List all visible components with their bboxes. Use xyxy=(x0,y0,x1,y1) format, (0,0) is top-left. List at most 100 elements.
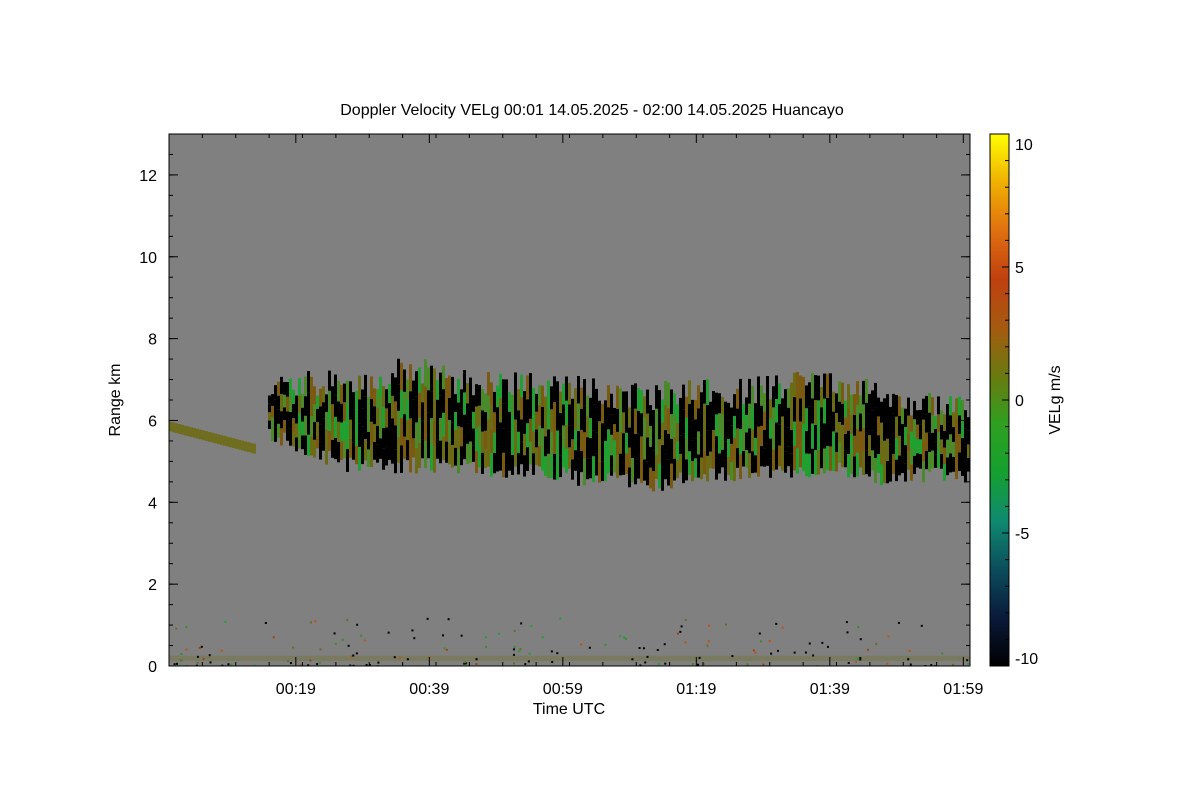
cloud-streak xyxy=(460,408,463,428)
clutter-pixel xyxy=(512,662,515,665)
cloud-streak xyxy=(217,434,220,445)
cloud-streak xyxy=(508,392,511,412)
cloud-streak xyxy=(409,445,412,473)
clutter-pixel xyxy=(365,663,368,666)
clutter-pixel xyxy=(638,647,641,650)
cloud-streak xyxy=(493,391,496,413)
cloud-streak xyxy=(814,425,817,451)
clutter-pixel xyxy=(821,641,824,644)
cloud-streak xyxy=(415,396,418,423)
cloud-streak xyxy=(916,424,919,439)
cloud-streak xyxy=(577,458,580,486)
cloud-streak xyxy=(556,430,559,456)
cloud-streak xyxy=(523,455,526,477)
cloud-streak xyxy=(508,451,511,471)
cloud-streak xyxy=(685,417,688,439)
cloud-streak xyxy=(430,391,433,419)
clutter-pixel xyxy=(752,649,755,652)
cloud-streak xyxy=(958,452,961,472)
cloud-streak xyxy=(499,446,502,471)
cloud-streak xyxy=(640,436,643,460)
clutter-pixel xyxy=(528,652,531,655)
cloud-streak xyxy=(526,399,529,424)
cloud-streak xyxy=(520,441,523,465)
cloud-streak xyxy=(682,384,685,410)
cloud-streak xyxy=(712,449,715,469)
clutter-pixel xyxy=(966,659,969,662)
cloud-streak xyxy=(808,453,811,478)
cloud-streak xyxy=(580,429,583,452)
cloud-streak xyxy=(751,451,754,474)
cloud-streak xyxy=(763,429,766,449)
cloud-streak xyxy=(361,389,364,409)
cloud-streak xyxy=(730,461,733,481)
cloud-streak xyxy=(928,392,931,413)
cloud-streak xyxy=(574,408,577,430)
clutter-pixel xyxy=(556,652,559,655)
cloud-streak xyxy=(742,450,745,467)
cloud-streak xyxy=(622,454,625,475)
cloud-streak xyxy=(682,458,685,484)
colorbar-tick-label: 0 xyxy=(1015,393,1024,410)
x-tick-label: 01:19 xyxy=(676,681,716,698)
cloud-streak xyxy=(688,403,691,428)
cloud-streak xyxy=(274,385,277,400)
cloud-streak xyxy=(562,425,565,447)
cloud-streak xyxy=(673,393,676,416)
cloud-streak xyxy=(481,389,484,411)
cloud-streak xyxy=(775,446,778,470)
cloud-streak xyxy=(229,437,232,448)
cloud-streak xyxy=(526,375,529,400)
x-tick-label: 00:59 xyxy=(543,681,583,698)
cloud-streak xyxy=(868,455,871,477)
cloud-streak xyxy=(697,385,700,409)
clutter-pixel xyxy=(175,662,178,665)
cloud-streak xyxy=(907,415,910,434)
clutter-pixel xyxy=(140,638,142,640)
clutter-pixel xyxy=(793,651,796,654)
cloud-streak xyxy=(541,428,544,450)
cloud-streak xyxy=(940,439,943,455)
clutter-pixel xyxy=(702,663,705,666)
cloud-streak xyxy=(304,415,307,436)
cloud-streak xyxy=(796,422,799,449)
cloud-streak xyxy=(463,436,466,460)
cloud-streak xyxy=(547,380,550,405)
cloud-streak xyxy=(949,434,952,454)
clutter-pixel xyxy=(724,623,727,626)
clutter-pixel xyxy=(56,645,58,647)
cloud-streak xyxy=(766,420,769,444)
cloud-streak xyxy=(310,416,313,436)
cloud-streak xyxy=(352,425,355,443)
cloud-streak xyxy=(784,389,787,411)
cloud-streak xyxy=(550,432,553,456)
cloud-streak xyxy=(382,406,385,428)
cloud-streak xyxy=(502,452,505,478)
clutter-pixel xyxy=(144,662,146,664)
cloud-streak xyxy=(406,440,409,461)
cloud-streak xyxy=(358,399,361,424)
cloud-streak xyxy=(547,429,550,454)
cloud-streak xyxy=(559,455,562,478)
y-tick-label: 6 xyxy=(148,413,157,430)
cloud-streak xyxy=(334,395,337,417)
cloud-streak xyxy=(454,394,457,413)
cloud-streak xyxy=(316,435,319,449)
cloud-streak xyxy=(901,440,904,457)
cloud-streak xyxy=(496,450,499,472)
cloud-streak xyxy=(352,409,355,426)
clutter-pixel xyxy=(309,659,312,662)
cloud-streak xyxy=(844,450,847,468)
cloud-streak xyxy=(328,410,331,431)
cloud-streak xyxy=(538,385,541,406)
cloud-streak xyxy=(817,449,820,475)
cloud-streak xyxy=(556,455,559,480)
clutter-pixel xyxy=(644,661,647,664)
clutter-pixel xyxy=(47,651,49,653)
cloud-streak xyxy=(739,403,742,430)
cloud-streak xyxy=(766,443,769,466)
cloud-streak xyxy=(808,406,811,430)
cloud-streak xyxy=(859,395,862,414)
cloud-streak xyxy=(943,414,946,431)
cloud-streak xyxy=(481,452,484,474)
